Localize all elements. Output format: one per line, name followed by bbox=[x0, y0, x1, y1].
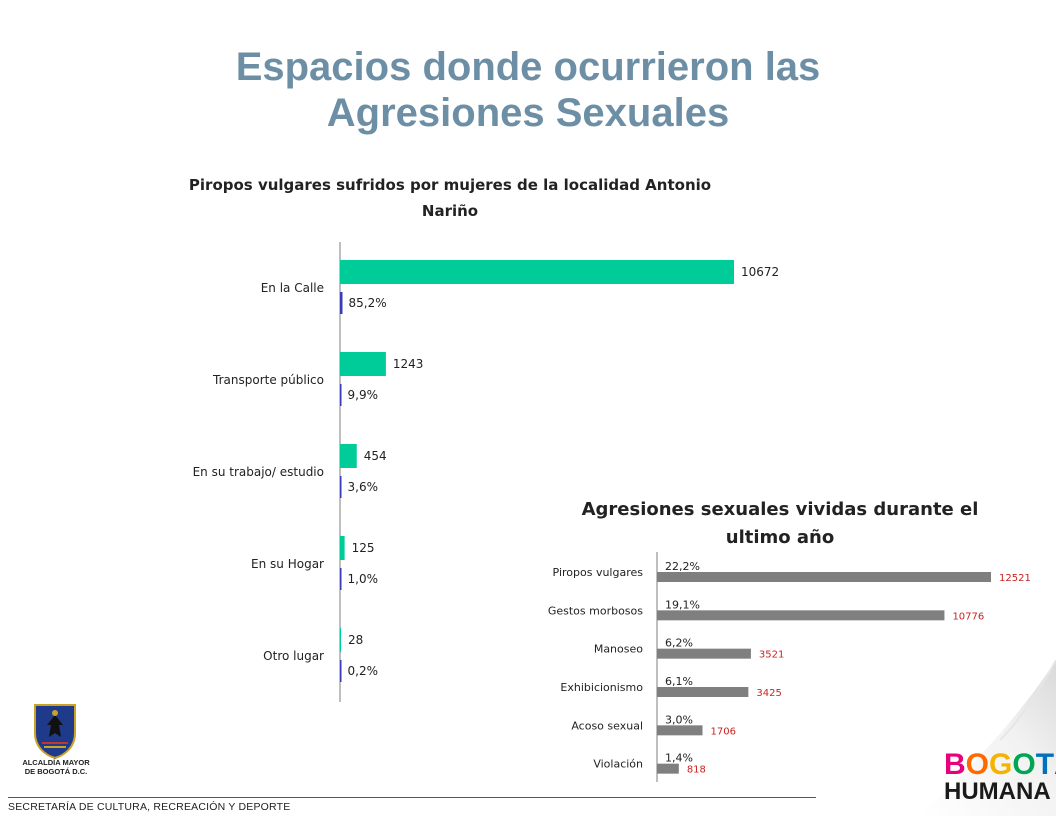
bogota-logo-top: BOGOTÁ bbox=[944, 748, 1056, 781]
chart2-category-label: Piropos vulgares bbox=[553, 566, 644, 579]
bogota-letter: Á bbox=[1054, 748, 1056, 781]
chart2-bar bbox=[657, 763, 679, 774]
chart1-percent-label: 9,9% bbox=[348, 388, 379, 402]
alcaldia-logo-text: ALCALDÍA MAYOR DE BOGOTÁ D.C. bbox=[8, 758, 104, 776]
chart1-title-line1: Piropos vulgares sufridos por mujeres de… bbox=[188, 176, 712, 194]
chart1-category-label: En la Calle bbox=[261, 281, 324, 295]
chart2-percent-label: 1,4% bbox=[665, 752, 693, 765]
chart1-percent-label: 3,6% bbox=[348, 480, 379, 494]
bogota-letter: B bbox=[944, 748, 966, 781]
bogota-letter: O bbox=[1012, 748, 1036, 781]
page-curl-decoration bbox=[920, 660, 1056, 816]
chart2-category-label: Violación bbox=[593, 758, 643, 771]
chart1-bar-percent bbox=[340, 660, 342, 682]
bogota-logo-bottom: HUMANA bbox=[944, 778, 1051, 805]
chart1-title-line2: Nariño bbox=[421, 202, 479, 220]
chart1-category-label: Otro lugar bbox=[263, 649, 324, 663]
chart2-value-label: 1706 bbox=[711, 726, 736, 737]
chart1-bar-count bbox=[340, 628, 342, 652]
slide-title: Espacios donde ocurrieron las Agresiones… bbox=[0, 44, 1056, 136]
chart2-percent-label: 3,0% bbox=[665, 713, 693, 726]
chart1-count-label: 1243 bbox=[393, 357, 424, 371]
chart2-percent-label: 22,2% bbox=[665, 560, 700, 573]
chart1-count-label: 125 bbox=[352, 541, 375, 555]
chart1-bar-percent bbox=[340, 292, 343, 314]
chart2-bar bbox=[657, 687, 749, 697]
chart1-bar-count bbox=[340, 260, 734, 284]
chart2-bar bbox=[657, 725, 703, 736]
chart2-value-label: 818 bbox=[687, 765, 706, 776]
chart1-percent-label: 1,0% bbox=[348, 572, 379, 586]
bogota-humana-logo: BOGOTÁ HUMANA bbox=[944, 748, 1056, 805]
chart2-value-label: 12521 bbox=[999, 573, 1031, 584]
chart1-percent-label: 0,2% bbox=[348, 664, 379, 678]
chart1-category-label: Transporte público bbox=[212, 373, 324, 387]
chart1-bar-percent bbox=[340, 384, 342, 406]
chart1-count-label: 454 bbox=[364, 449, 387, 463]
chart2-bar bbox=[657, 572, 991, 582]
chart2-value-label: 3521 bbox=[759, 650, 784, 661]
chart2-title-line2: ultimo año bbox=[725, 527, 835, 548]
coat-of-arms-icon bbox=[34, 704, 76, 759]
chart2-title: Agresiones sexuales vividas durante el u… bbox=[570, 496, 990, 552]
chart2-value-label: 10776 bbox=[952, 611, 984, 622]
chart2-percent-label: 6,2% bbox=[665, 637, 693, 650]
chart2-percent-label: 6,1% bbox=[665, 675, 693, 688]
chart1-category-label: En su trabajo/ estudio bbox=[193, 465, 324, 479]
chart2-title-line1: Agresiones sexuales vividas durante el bbox=[581, 499, 979, 520]
bogota-letter: T bbox=[1035, 748, 1055, 781]
chart2-category-label: Exhibicionismo bbox=[560, 681, 643, 694]
chart1-bar-percent bbox=[340, 476, 342, 498]
chart2-percent-label: 19,1% bbox=[665, 598, 700, 611]
chart1-bar-count bbox=[340, 536, 345, 560]
chart1-count-label: 10672 bbox=[741, 265, 779, 279]
chart1-category-label: En su Hogar bbox=[251, 557, 324, 571]
chart2-category-label: Manoseo bbox=[594, 643, 643, 656]
footer-divider bbox=[8, 797, 816, 798]
chart2-value-label: 3425 bbox=[756, 688, 781, 699]
bogota-letter: G bbox=[989, 748, 1013, 781]
slide-title-line1: Espacios donde ocurrieron las bbox=[235, 45, 821, 89]
chart2-category-label: Gestos morbosos bbox=[548, 604, 643, 617]
chart1-title: Piropos vulgares sufridos por mujeres de… bbox=[150, 172, 750, 224]
alcaldia-line2: DE BOGOTÁ D.C. bbox=[24, 767, 88, 776]
chart1-count-label: 28 bbox=[348, 633, 363, 647]
bogota-letter: O bbox=[965, 748, 990, 781]
chart2-bar bbox=[657, 610, 945, 621]
chart2-bar bbox=[657, 648, 751, 659]
slide-title-line2: Agresiones Sexuales bbox=[326, 91, 730, 135]
chart2-category-label: Acoso sexual bbox=[571, 719, 643, 732]
footer-text: SECRETARÍA DE CULTURA, RECREACIÓN Y DEPO… bbox=[8, 801, 291, 813]
chart1-bar-count bbox=[340, 444, 357, 468]
alcaldia-line1: ALCALDÍA MAYOR bbox=[22, 758, 90, 767]
chart1-bar-count bbox=[340, 352, 386, 376]
chart1-bar-percent bbox=[340, 568, 342, 590]
chart1-percent-label: 85,2% bbox=[349, 296, 387, 310]
